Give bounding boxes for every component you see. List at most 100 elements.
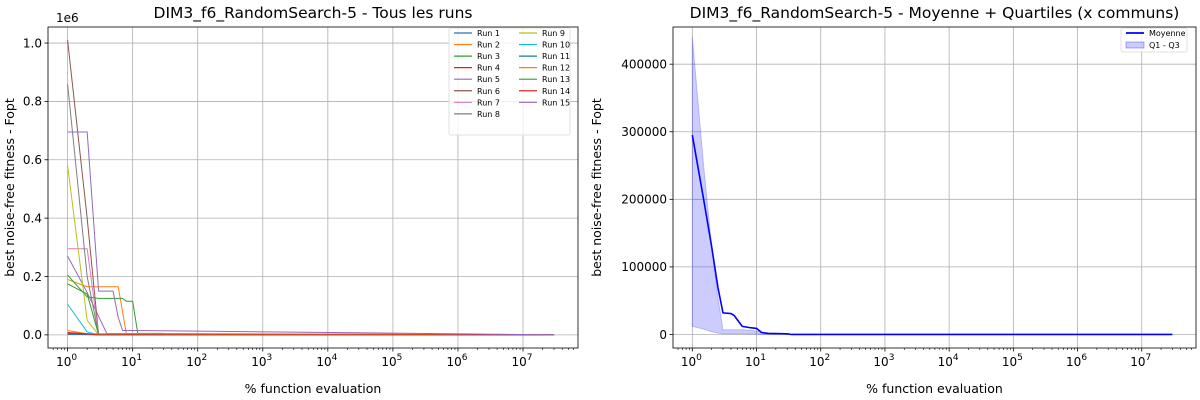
x-tick-base: 10 <box>809 355 824 369</box>
legend-label: Run 6 <box>477 87 500 96</box>
x-tick-exponent: 2 <box>201 353 207 363</box>
x-tick-base: 10 <box>56 355 71 369</box>
x-tick-base: 10 <box>745 355 760 369</box>
y-tick-label: 0 <box>659 328 667 342</box>
x-tick-label: 104 <box>938 353 959 369</box>
x-tick-exponent: 1 <box>760 353 766 363</box>
x-tick-exponent: 7 <box>527 353 533 363</box>
x-tick-label: 107 <box>1130 353 1151 369</box>
y-tick-label: 0.4 <box>23 211 42 225</box>
x-tick-label: 100 <box>56 353 77 369</box>
legend-label: Q1 - Q3 <box>1149 41 1180 50</box>
x-tick-base: 10 <box>1066 355 1081 369</box>
x-tick-base: 10 <box>873 355 888 369</box>
x-tick-base: 10 <box>446 355 461 369</box>
plot-area <box>67 40 555 336</box>
x-tick-exponent: 7 <box>1146 353 1152 363</box>
legend-label: Run 11 <box>542 52 570 61</box>
x-tick-base: 10 <box>121 355 136 369</box>
x-tick-base: 10 <box>938 355 953 369</box>
legend-label: Run 9 <box>542 29 565 38</box>
x-tick-exponent: 6 <box>1081 353 1087 363</box>
x-tick-label: 103 <box>873 353 894 369</box>
x-tick-base: 10 <box>316 355 331 369</box>
x-axis-label: % function evaluation <box>866 381 1003 396</box>
chart-title: DIM3_f6_RandomSearch-5 - Moyenne + Quart… <box>690 4 1180 23</box>
legend: Run 1 Run 2 Run 3 Run 4 Run 5 Run 6 Run 7 Run 8… <box>448 27 571 136</box>
chart-2: 100 101 102 103 104 105 106 1070100000200000300… <box>589 4 1197 396</box>
y-tick-label: 0.2 <box>23 270 42 284</box>
x-tick-label: 101 <box>745 353 766 369</box>
legend-label: Run 5 <box>477 75 500 84</box>
x-tick-exponent: 4 <box>953 353 959 363</box>
legend-swatch <box>1125 41 1145 49</box>
x-tick-label: 105 <box>381 353 402 369</box>
plot-area <box>691 37 1173 336</box>
x-tick-exponent: 3 <box>889 353 895 363</box>
y-tick-label: 400000 <box>621 57 667 71</box>
legend-label: Run 15 <box>542 98 570 107</box>
x-tick-base: 10 <box>1130 355 1145 369</box>
x-tick-exponent: 2 <box>825 353 831 363</box>
series-line-run-15 <box>67 131 555 336</box>
x-tick-label: 106 <box>446 353 467 369</box>
legend-label: Run 13 <box>542 75 570 84</box>
legend-label: Run 8 <box>477 110 500 119</box>
legend-frame <box>1120 27 1188 53</box>
chart-1: 100 101 102 103 104 105 106 1070.00.20.40.60.81… <box>2 4 579 396</box>
legend-label: Run 14 <box>542 87 570 96</box>
y-axis-label: best noise-free fitness - Fopt <box>2 98 17 277</box>
series-line-moyenne <box>691 134 1173 336</box>
x-tick-label: 102 <box>809 353 830 369</box>
x-tick-exponent: 5 <box>1017 353 1023 363</box>
x-tick-base: 10 <box>681 355 696 369</box>
x-tick-exponent: 6 <box>462 353 468 363</box>
series-band-q1-q3 <box>691 37 1173 335</box>
x-tick-exponent: 1 <box>136 353 142 363</box>
x-tick-base: 10 <box>512 355 527 369</box>
x-tick-base: 10 <box>251 355 266 369</box>
y-tick-label: 100000 <box>621 260 667 274</box>
x-tick-label: 102 <box>186 353 207 369</box>
y-tick-label: 1.0 <box>23 36 42 50</box>
x-tick-exponent: 0 <box>71 353 77 363</box>
series-line-run-14 <box>67 332 555 336</box>
x-tick-label: 101 <box>121 353 142 369</box>
y-tick-label: 0.6 <box>23 153 42 167</box>
legend-frame <box>448 27 571 136</box>
legend-label: Run 10 <box>542 41 570 50</box>
legend-label: Run 1 <box>477 29 500 38</box>
x-tick-label: 100 <box>681 353 702 369</box>
legend-label: Run 2 <box>477 41 500 50</box>
x-tick-base: 10 <box>1002 355 1017 369</box>
y-offset-label: 1e6 <box>56 11 79 25</box>
legend-label: Moyenne <box>1149 29 1186 38</box>
x-axis-label: % function evaluation <box>245 381 382 396</box>
legend-label: Run 3 <box>477 52 500 61</box>
legend-label: Run 7 <box>477 98 500 107</box>
x-tick-label: 105 <box>1002 353 1023 369</box>
y-tick-label: 300000 <box>621 125 667 139</box>
axes-frame <box>47 26 579 349</box>
y-tick-label: 0.8 <box>23 95 42 109</box>
x-tick-label: 107 <box>512 353 533 369</box>
grid <box>673 27 1196 348</box>
axes-frame <box>672 26 1197 349</box>
chart-title: DIM3_f6_RandomSearch-5 - Tous les runs <box>154 4 473 23</box>
x-tick-base: 10 <box>186 355 201 369</box>
legend: Moyenne Q1 - Q3 <box>1120 27 1188 53</box>
y-tick-label: 200000 <box>621 193 667 207</box>
legend-label: Run 12 <box>542 64 570 73</box>
x-tick-exponent: 4 <box>332 353 338 363</box>
y-tick-label: 0.0 <box>23 328 42 342</box>
x-tick-exponent: 0 <box>696 353 702 363</box>
x-tick-label: 106 <box>1066 353 1087 369</box>
x-tick-exponent: 3 <box>267 353 273 363</box>
x-tick-base: 10 <box>381 355 396 369</box>
y-axis-label: best noise-free fitness - Fopt <box>589 98 604 277</box>
x-tick-label: 104 <box>316 353 337 369</box>
x-tick-exponent: 5 <box>397 353 403 363</box>
x-tick-label: 103 <box>251 353 272 369</box>
legend-label: Run 4 <box>477 64 500 73</box>
